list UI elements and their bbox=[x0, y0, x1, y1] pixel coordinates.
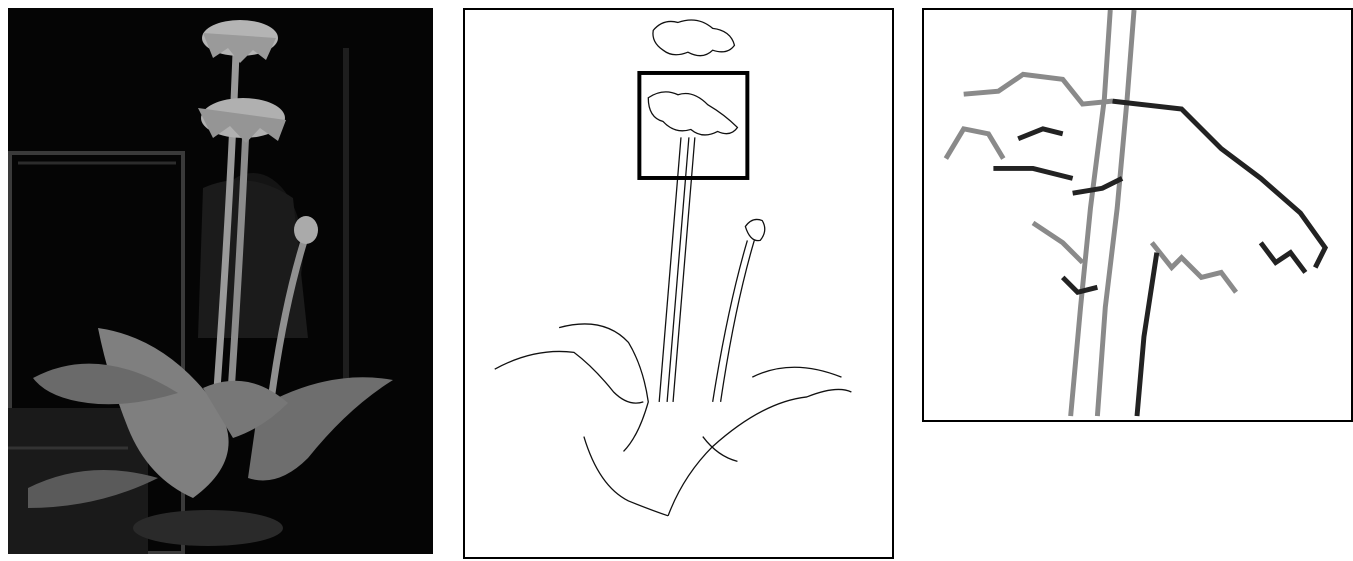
zoom-stem-left bbox=[1068, 10, 1113, 417]
edge-leaf-right bbox=[667, 388, 852, 517]
edge-stem-1 bbox=[658, 137, 682, 402]
zoom-stem-right bbox=[1094, 10, 1137, 417]
zoom-petal-lower-2 bbox=[1149, 241, 1239, 294]
edge-bud-stem-1 bbox=[712, 240, 748, 402]
zoom-petal-lower-3 bbox=[1060, 275, 1098, 295]
zoom-petal-tip bbox=[1258, 241, 1308, 274]
zoom-flower-outline bbox=[1111, 98, 1329, 269]
zoom-petal-top bbox=[963, 71, 1113, 107]
edge-flower-middle bbox=[647, 91, 739, 136]
zoom-petal-lower-1 bbox=[1031, 220, 1085, 265]
plant-photo-svg bbox=[8, 8, 433, 554]
leaf-center bbox=[203, 380, 288, 438]
edge-lines bbox=[494, 19, 852, 517]
edge-stem-2 bbox=[666, 137, 690, 402]
zoom-region-box bbox=[637, 70, 750, 180]
leaf-left bbox=[33, 363, 178, 405]
edge-map bbox=[463, 8, 894, 559]
stem-top-flower bbox=[212, 52, 240, 404]
zoom-petal-inner-3 bbox=[1072, 176, 1124, 196]
stem-bud bbox=[266, 236, 309, 409]
plant-pot bbox=[133, 510, 283, 546]
zoom-petal-left bbox=[943, 126, 1006, 160]
zoom-petal-inner-2 bbox=[1017, 126, 1064, 142]
edge-map-zoom-svg bbox=[943, 10, 1329, 417]
flower-bud bbox=[294, 216, 318, 244]
leaf-lower-left bbox=[28, 470, 158, 508]
zoom-petal-inner-1 bbox=[993, 165, 1074, 181]
edge-flower-top bbox=[652, 19, 736, 57]
flower-top bbox=[202, 20, 278, 63]
background-chair-back bbox=[198, 180, 308, 338]
edge-map-svg bbox=[494, 19, 852, 517]
stem-middle-flower bbox=[226, 127, 250, 409]
edge-bud bbox=[744, 218, 766, 242]
edge-leaf-right-top bbox=[752, 366, 842, 378]
edge-leaf-center bbox=[702, 436, 738, 462]
zoom-stem-dark bbox=[1134, 252, 1160, 417]
flower-middle bbox=[198, 98, 286, 143]
edge-stem-3 bbox=[672, 137, 696, 402]
plant-photo bbox=[8, 8, 433, 554]
edge-leaf-left bbox=[494, 350, 644, 404]
zoom-edge-lines bbox=[943, 10, 1329, 417]
edge-leaf-lower bbox=[583, 436, 669, 517]
edge-map-zoom bbox=[922, 8, 1353, 422]
edge-leaf-upper bbox=[558, 323, 649, 452]
edge-bud-stem-2 bbox=[719, 240, 755, 402]
